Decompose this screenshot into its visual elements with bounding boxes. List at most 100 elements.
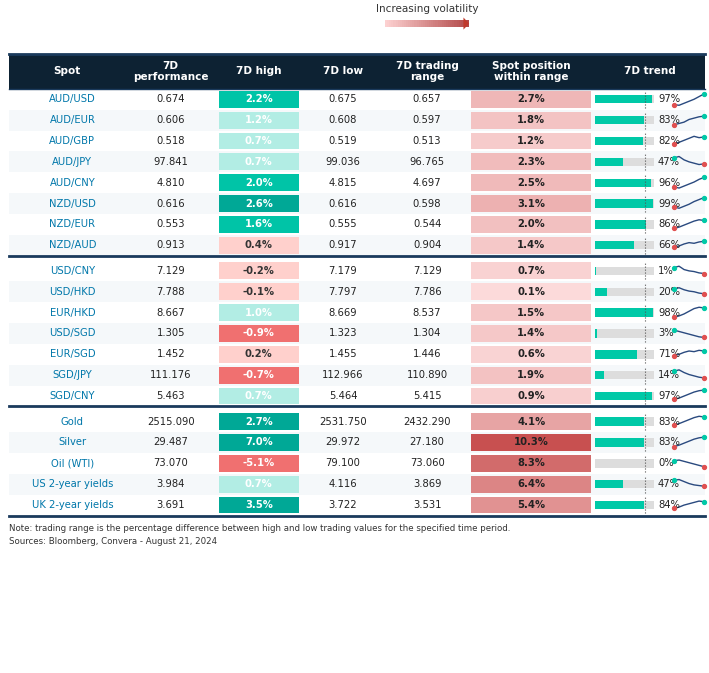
Bar <box>9 432 705 453</box>
Bar <box>596 287 607 296</box>
Bar <box>219 497 298 513</box>
Bar <box>596 501 654 509</box>
Text: NZD/AUD: NZD/AUD <box>49 240 96 250</box>
Bar <box>219 413 298 430</box>
Bar <box>442 20 444 27</box>
Bar <box>219 304 298 321</box>
Text: 7D high: 7D high <box>236 67 281 76</box>
Bar <box>437 20 440 27</box>
Text: 110.890: 110.890 <box>406 370 447 380</box>
Bar <box>596 199 654 208</box>
Bar <box>413 20 415 27</box>
Bar <box>596 178 652 187</box>
Bar <box>596 241 634 250</box>
Bar <box>596 371 603 380</box>
Text: 0.7%: 0.7% <box>245 157 273 167</box>
Bar <box>425 20 427 27</box>
Bar <box>420 20 423 27</box>
Text: 1.305: 1.305 <box>157 328 185 339</box>
Text: 3.531: 3.531 <box>413 500 441 510</box>
Text: 2.6%: 2.6% <box>245 199 273 209</box>
Bar <box>459 20 461 27</box>
Bar <box>419 20 420 27</box>
Bar <box>471 434 591 451</box>
Bar <box>219 153 298 170</box>
Bar <box>9 235 705 256</box>
Text: 0.913: 0.913 <box>157 240 185 250</box>
Bar <box>433 20 435 27</box>
Text: 0.553: 0.553 <box>157 219 185 229</box>
Bar <box>9 54 705 89</box>
Text: -0.1%: -0.1% <box>242 287 275 297</box>
Bar <box>396 20 398 27</box>
Bar <box>471 133 591 149</box>
Bar <box>219 91 298 108</box>
Text: 0.518: 0.518 <box>157 136 185 146</box>
Bar <box>393 20 396 27</box>
Bar <box>9 453 705 474</box>
Bar <box>9 281 705 302</box>
Bar <box>398 20 400 27</box>
Text: 82%: 82% <box>658 136 680 146</box>
Bar <box>406 20 408 27</box>
Bar <box>417 20 419 27</box>
Text: 99%: 99% <box>658 199 680 209</box>
Bar <box>446 20 448 27</box>
Text: 4.810: 4.810 <box>157 178 185 188</box>
Text: 1.5%: 1.5% <box>517 308 545 318</box>
Text: 47%: 47% <box>658 479 680 489</box>
Text: SGD/JPY: SGD/JPY <box>52 370 92 380</box>
Bar <box>471 91 591 108</box>
Text: 29.487: 29.487 <box>153 437 188 448</box>
Text: 2531.750: 2531.750 <box>319 417 367 427</box>
Text: 0.7%: 0.7% <box>518 266 545 276</box>
Text: 99.036: 99.036 <box>325 157 360 167</box>
Bar <box>471 388 591 404</box>
Bar <box>444 20 446 27</box>
Bar <box>471 237 591 254</box>
Bar <box>596 350 654 359</box>
Bar <box>9 474 705 495</box>
Text: 29.972: 29.972 <box>325 437 360 448</box>
Bar <box>471 304 591 321</box>
Bar <box>596 267 654 275</box>
Text: 4.116: 4.116 <box>329 479 357 489</box>
Text: 0.1%: 0.1% <box>518 287 545 297</box>
Bar <box>454 20 457 27</box>
Text: 7.179: 7.179 <box>328 266 357 276</box>
Bar <box>219 216 298 233</box>
Bar <box>596 178 654 187</box>
Text: 2515.090: 2515.090 <box>147 417 194 427</box>
Text: 7D low: 7D low <box>323 67 363 76</box>
Bar <box>219 262 298 279</box>
Bar <box>9 110 705 131</box>
Text: 111.176: 111.176 <box>150 370 191 380</box>
Bar <box>9 344 705 365</box>
Bar <box>471 174 591 191</box>
Text: 7.786: 7.786 <box>413 287 442 297</box>
Text: 0.675: 0.675 <box>329 94 357 104</box>
Bar <box>9 323 705 344</box>
Text: 2.0%: 2.0% <box>518 219 545 229</box>
Bar <box>596 157 654 166</box>
Text: 7.129: 7.129 <box>157 266 185 276</box>
Text: NZD/EUR: NZD/EUR <box>50 219 96 229</box>
Text: 3.984: 3.984 <box>157 479 185 489</box>
Bar <box>467 20 469 27</box>
Text: 5.4%: 5.4% <box>517 500 545 510</box>
Bar <box>435 20 437 27</box>
Bar <box>402 20 404 27</box>
Text: 0.7%: 0.7% <box>245 136 273 146</box>
Bar <box>219 133 298 149</box>
Bar <box>596 220 654 229</box>
Text: 3.5%: 3.5% <box>245 500 273 510</box>
Bar <box>9 193 705 214</box>
Bar <box>463 20 465 27</box>
Bar <box>596 417 654 426</box>
Text: 83%: 83% <box>658 417 680 427</box>
Text: 0.606: 0.606 <box>157 115 185 125</box>
Polygon shape <box>464 17 469 30</box>
Bar <box>219 237 298 254</box>
Text: Spot position
within range: Spot position within range <box>492 61 571 82</box>
Text: 0.7%: 0.7% <box>245 391 273 401</box>
